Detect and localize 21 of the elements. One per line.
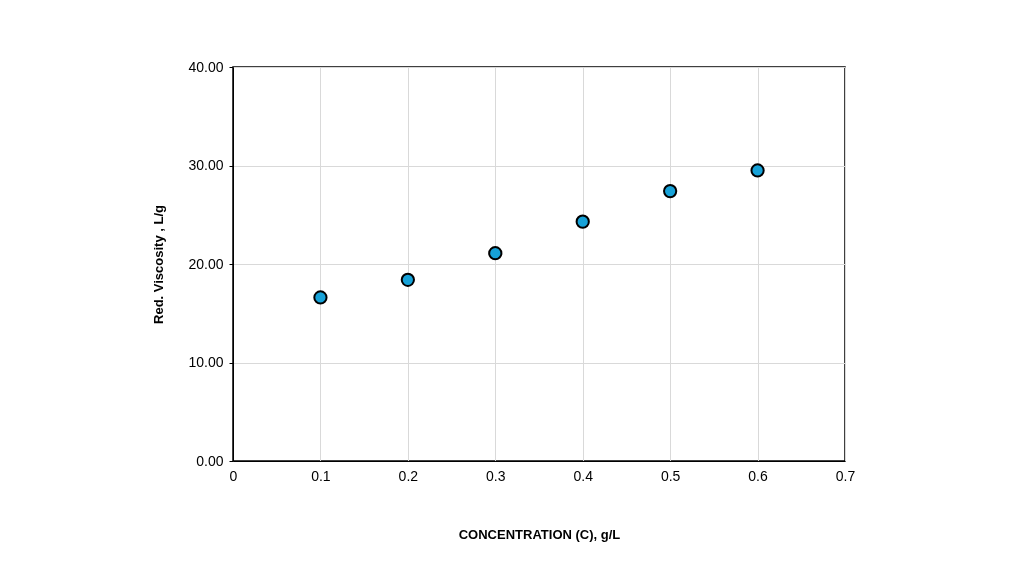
y-axis-title: Red. Viscosity , L/g	[151, 204, 167, 324]
x-tick-label: 0.7	[835, 467, 856, 484]
point	[488, 246, 503, 261]
point	[663, 184, 678, 199]
point	[313, 290, 328, 305]
y-tick-label: 40.00	[188, 58, 224, 75]
x-tick-label: 0.3	[486, 467, 506, 484]
point	[400, 272, 415, 287]
point	[575, 214, 590, 229]
x-tick-label: 0	[229, 467, 238, 484]
y-tick-label: 0.00	[196, 452, 224, 469]
y-tick-label: 30.00	[188, 157, 224, 173]
x-tick-label: 0.2	[398, 467, 419, 484]
y-tick-label: 20.00	[188, 255, 224, 272]
x-tick-label: 0.4	[573, 467, 594, 484]
y-tick-label: 10.00	[188, 354, 224, 370]
x-tick-label: 0.6	[748, 467, 769, 484]
x-tick-label: 0.1	[311, 467, 331, 484]
point	[750, 163, 765, 178]
x-tick-label: 0.5	[660, 467, 681, 484]
x-axis-title: CONCENTRATION (C), g/L	[458, 526, 621, 542]
